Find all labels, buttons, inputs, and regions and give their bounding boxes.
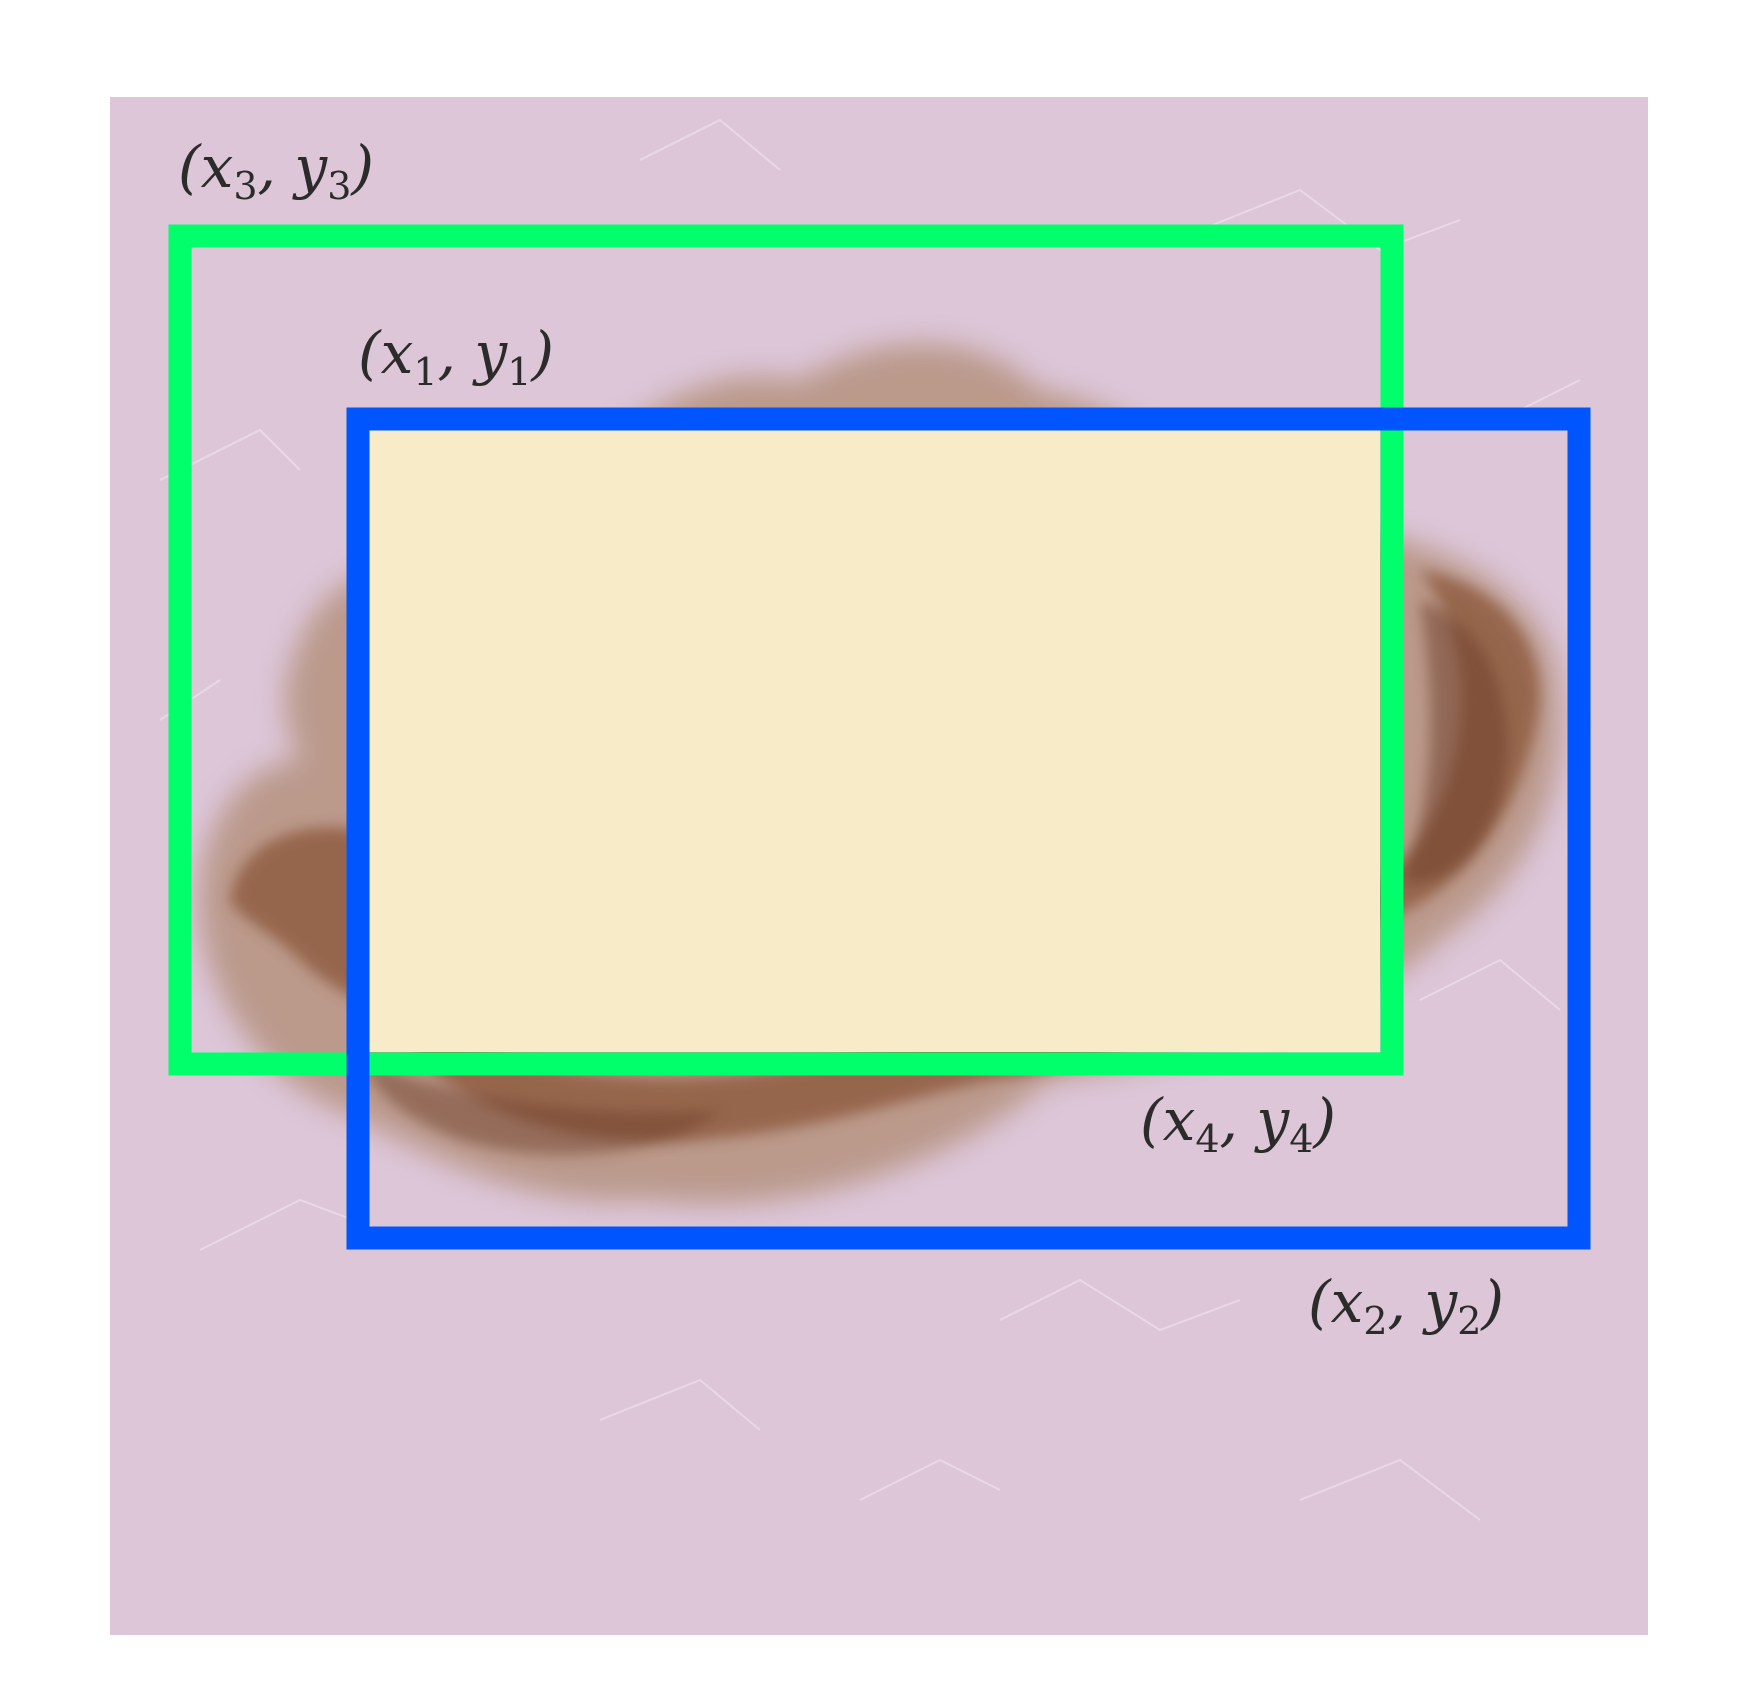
label-x4-sub: 4	[1195, 1117, 1219, 1161]
label-y2-sub: 2	[1457, 1299, 1481, 1343]
label-x2-sub: 2	[1363, 1299, 1387, 1343]
label-y3-sub: 3	[327, 164, 351, 208]
label-y2: y	[1421, 1268, 1458, 1336]
label-x1: x	[381, 319, 414, 387]
label-x4: x	[1163, 1086, 1196, 1154]
label-y4: y	[1253, 1086, 1290, 1154]
label-x4-y4: (x4, y4)	[1140, 1086, 1336, 1161]
label-x3-y3: (x3, y3)	[178, 133, 374, 208]
label-x3-sub: 3	[233, 164, 257, 208]
label-x2-y2: (x2, y2)	[1308, 1268, 1504, 1343]
skin-texture	[159, 118, 1581, 1521]
box-b-blue	[346, 407, 1591, 1250]
label-x2: x	[1331, 1268, 1364, 1336]
label-y1: y	[471, 319, 508, 387]
label-y1-sub: 1	[507, 350, 531, 394]
label-x1-sub: 1	[413, 350, 437, 394]
label-y3: y	[291, 133, 328, 201]
label-x3: x	[201, 133, 234, 201]
label-x1-y1: (x1, y1)	[358, 319, 554, 394]
box-a-green	[168, 224, 1404, 1076]
intersection-region	[358, 419, 1380, 1052]
label-y4-sub: 4	[1289, 1117, 1313, 1161]
